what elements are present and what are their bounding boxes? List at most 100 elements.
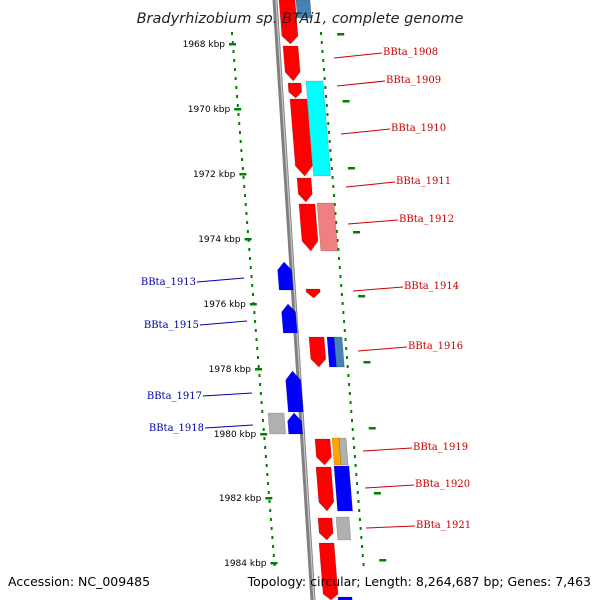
ruler-dot-left xyxy=(258,374,261,377)
ruler-dot-left xyxy=(240,149,243,152)
ruler-dot-right xyxy=(360,536,363,539)
ruler-dot-right xyxy=(325,104,328,107)
gene-arrow xyxy=(305,80,331,177)
gene-arrow xyxy=(298,203,319,252)
gene-arrow xyxy=(337,596,353,600)
ruler-dot-left xyxy=(260,401,263,404)
gene-arrow xyxy=(278,0,299,45)
ruler-dot-right xyxy=(330,167,333,170)
gene-label: BBta_1909 xyxy=(386,75,441,86)
ruler-dot-right xyxy=(349,401,352,404)
ruler-dot-right xyxy=(343,320,346,323)
gene-arrow xyxy=(289,98,313,177)
gene-arrow xyxy=(287,412,304,435)
backbone-line xyxy=(272,0,316,600)
ruler-dot-left xyxy=(251,293,254,296)
ruler-dot-left xyxy=(253,311,256,314)
leader-line xyxy=(345,181,396,188)
gene-arrow xyxy=(335,516,352,541)
ruler-dot-right xyxy=(327,122,330,125)
ruler-dot-right xyxy=(353,446,356,449)
ruler-dot-right xyxy=(324,86,327,89)
ruler-dot-right xyxy=(361,554,364,557)
ruler-dot-right xyxy=(333,203,336,206)
gene-arrow xyxy=(317,517,334,541)
ruler-dot-right xyxy=(355,473,358,476)
leader-line xyxy=(357,346,408,352)
ruler-dot-right xyxy=(330,158,333,161)
ruler-dot-left xyxy=(267,491,270,494)
ruler-dot-right xyxy=(340,284,343,287)
ruler-dot-right xyxy=(356,491,359,494)
gene-arrow xyxy=(338,437,349,466)
ruler-dot-left xyxy=(270,527,273,530)
gene-arrow xyxy=(277,261,294,291)
ruler-label: 1972 kbp xyxy=(193,170,236,180)
ruler-dot-right xyxy=(340,293,343,296)
ruler-dot-right xyxy=(348,392,351,395)
ruler-dot-left xyxy=(236,104,239,107)
ruler-dot-right xyxy=(350,410,353,413)
ruler-dots xyxy=(229,32,387,566)
leader-line xyxy=(196,277,245,283)
ruler-dot-right xyxy=(337,248,340,251)
ruler-dot-left xyxy=(238,131,241,134)
ruler-tick-right xyxy=(347,167,355,170)
ruler-dot-right xyxy=(322,59,325,62)
ruler-dot-right xyxy=(331,176,334,179)
ruler-dot-left xyxy=(231,32,234,35)
map-texts: Bradyrhizobium sp. BTAi1, complete genom… xyxy=(137,11,472,569)
ruler-dot-left xyxy=(254,329,257,332)
ruler-dot-left xyxy=(265,464,268,467)
ruler-tick xyxy=(239,173,247,176)
gene-label: BBta_1912 xyxy=(399,214,454,225)
ruler-dot-left xyxy=(264,446,267,449)
ruler-dot-left xyxy=(248,248,251,251)
gene-label: BBta_1914 xyxy=(404,281,459,292)
ruler-tick-right xyxy=(342,100,350,103)
ruler-dot-right xyxy=(322,68,325,71)
ruler-dot-left xyxy=(268,500,271,503)
ruler-tick-right xyxy=(358,295,366,298)
leader-line xyxy=(340,128,391,135)
gene-label: BBta_1919 xyxy=(413,442,468,453)
leader-line xyxy=(336,80,386,87)
ruler-dot-right xyxy=(333,194,335,197)
ruler-dot-right xyxy=(338,257,341,260)
ruler-dot-left xyxy=(267,482,270,485)
ruler-dot-left xyxy=(262,428,265,431)
leader-line xyxy=(333,52,383,59)
ruler-dot-left xyxy=(246,221,249,224)
ruler-dot-right xyxy=(348,383,351,386)
leader-line xyxy=(365,525,416,529)
ruler-tick xyxy=(244,238,252,241)
ruler-dot-right xyxy=(354,464,357,467)
ruler-dot-right xyxy=(359,527,362,530)
ruler-dot-right xyxy=(334,212,337,215)
ruler-dot-right xyxy=(361,545,364,548)
ruler-dot-left xyxy=(263,437,266,440)
leader-line xyxy=(362,447,413,452)
ruler-dot-left xyxy=(237,113,240,116)
ruler-dot-left xyxy=(272,545,275,548)
ruler-dot-right xyxy=(356,482,359,485)
gene-arrow xyxy=(315,466,335,512)
ruler-dot-left xyxy=(233,68,236,71)
ruler-dot-right xyxy=(325,95,328,98)
ruler-label: 1968 kbp xyxy=(183,40,226,50)
ruler-dot-left xyxy=(254,320,257,323)
accession-text: Accession: NC_009485 xyxy=(8,574,151,589)
gene-arrow xyxy=(308,336,327,368)
ruler-dot-right xyxy=(347,374,350,377)
ruler-dot-right xyxy=(351,428,354,431)
ruler-dot-left xyxy=(256,356,259,359)
ruler-label: 1982 kbp xyxy=(219,494,262,504)
ruler-dot-left xyxy=(261,410,264,413)
gene-arrow xyxy=(287,82,303,99)
ruler-dot-right xyxy=(343,329,346,332)
ruler-dot-right xyxy=(344,338,347,341)
ruler-label: 1976 kbp xyxy=(203,300,246,310)
ruler-tick xyxy=(255,368,262,371)
ruler-dot-left xyxy=(269,518,272,521)
gene-arrow xyxy=(333,465,353,512)
